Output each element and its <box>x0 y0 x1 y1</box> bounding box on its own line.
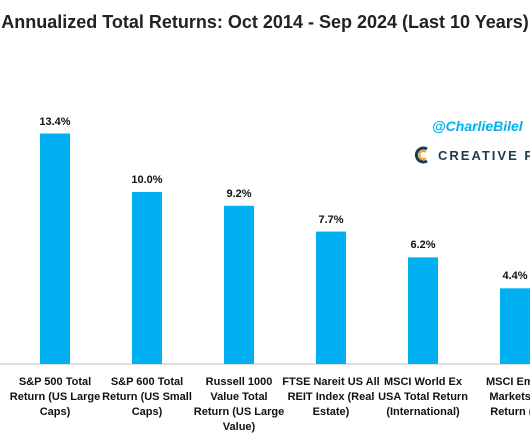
data-label: 10.0% <box>131 174 163 186</box>
data-label: 6.2% <box>410 239 436 252</box>
bar <box>132 192 162 364</box>
x-tick-label-line: Markets T <box>489 391 530 403</box>
brand-logo: CREATIVE PLA <box>414 146 530 164</box>
x-tick-label-line: S&P 500 Total <box>18 376 92 388</box>
bar <box>316 231 346 364</box>
x-tick-label: MSCI Emer Markets T Return (E <box>463 375 530 420</box>
bar <box>500 288 530 364</box>
creative-planning-logo-icon <box>414 146 428 164</box>
bar <box>40 133 70 364</box>
bar <box>224 205 254 364</box>
x-tick-label-line: Russell 1000 <box>205 376 273 388</box>
x-tick-label-line: REIT Index (Real <box>287 391 375 403</box>
x-tick-label: Russell 1000 Value Total Return (US Large V… <box>187 375 291 435</box>
x-tick-label-line: Return (E <box>490 406 530 418</box>
x-tick-label-line: Caps) <box>39 406 71 418</box>
x-tick-label: MSCI World Ex USA Total Return (Internatio… <box>371 375 475 420</box>
data-label: 4.4% <box>502 270 528 283</box>
x-tick-label-line: MSCI World Ex <box>383 376 463 388</box>
x-tick-label-line: Return (US Large <box>9 391 101 403</box>
x-tick-label-line: Estate) <box>312 406 350 418</box>
x-tick-label-line: (International) <box>386 406 460 418</box>
x-tick-label-line: Return (US Small <box>102 391 192 403</box>
x-tick-label: S&P 500 Total Return (US Large Caps) <box>3 375 107 420</box>
x-tick-label-line: USA Total Return <box>378 391 468 403</box>
data-label: 9.2% <box>226 187 252 200</box>
brand-handle: @CharlieBilel <box>432 118 523 134</box>
x-tick-label-line: MSCI Emer <box>485 376 530 388</box>
data-label: 7.7% <box>318 213 344 226</box>
x-tick-label-line: Return (US Large <box>193 406 285 418</box>
data-label: 13.4% <box>39 115 71 128</box>
x-tick-label: S&P 600 Total Return (US Small Caps) <box>95 375 199 420</box>
x-tick-label-line: Caps) <box>131 406 163 418</box>
x-tick-label: FTSE Nareit US All REIT Index (Real Estate… <box>279 375 383 420</box>
chart-title: Annualized Total Returns: Oct 2014 - Sep… <box>1 12 529 32</box>
x-tick-label-line: Value) <box>222 421 256 433</box>
brand-logo-text: CREATIVE PLA <box>438 147 530 163</box>
x-tick-label-line: Value Total <box>210 391 268 403</box>
x-tick-label-line: FTSE Nareit US All <box>282 376 380 388</box>
x-tick-label-line: S&P 600 Total <box>110 376 184 388</box>
bar <box>408 257 438 364</box>
